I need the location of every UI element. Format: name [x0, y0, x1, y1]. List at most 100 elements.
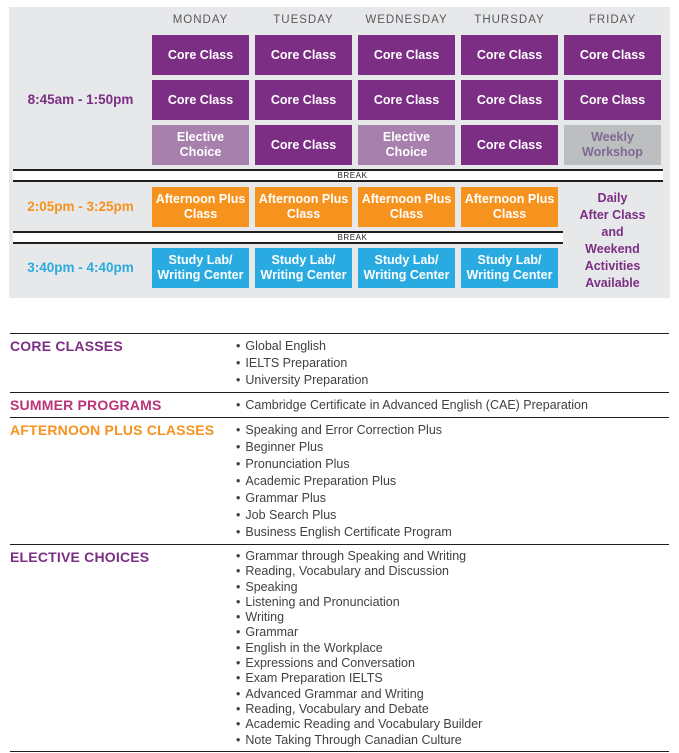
- legend-section-title: ELECTIVE CHOICES: [10, 549, 150, 565]
- legend-item-text: Beginner Plus: [245, 440, 324, 454]
- legend-item: • Reading, Vocabulary and Debate: [236, 702, 482, 717]
- schedule-row-morning-3: Elective Choice Core Class Elective Choice Co…: [152, 125, 661, 165]
- cell-label: Core Class: [167, 47, 234, 62]
- day-header-tuesday: TUESDAY: [273, 14, 334, 26]
- schedule-cell-core: Core Class: [255, 80, 352, 120]
- bullet-icon: •: [236, 640, 241, 655]
- bullet-icon: •: [236, 339, 241, 353]
- bullet-icon: •: [236, 625, 241, 640]
- day-header-monday: MONDAY: [172, 14, 229, 26]
- legend-item-text: Note Taking Through Canadian Culture: [245, 732, 462, 747]
- cell-label: Afternoon Plus: [258, 192, 349, 206]
- schedule-cell-elective: Elective Choice: [152, 125, 249, 165]
- schedule-cell-core: Core Class: [461, 125, 558, 165]
- legend-item: • Beginner Plus: [236, 439, 452, 456]
- legend-section-title: CORE CLASSES: [10, 338, 123, 354]
- legend-section-title: SUMMER PROGRAMS: [10, 397, 162, 413]
- legend-item: • Reading, Vocabulary and Discussion: [236, 564, 482, 579]
- legend-item-text: Grammar through Speaking and Writing: [245, 549, 467, 563]
- cell-label: Writing Center: [363, 268, 450, 282]
- bullet-icon: •: [236, 356, 241, 370]
- friday-note-line: After Class: [579, 208, 646, 222]
- legend-item: • Cambridge Certificate in Advanced Engli…: [236, 397, 588, 414]
- legend-item-list: • Grammar through Speaking and Writing • Re…: [236, 549, 482, 748]
- legend-item-text: Reading, Vocabulary and Debate: [245, 701, 429, 716]
- legend-item-list: • Speaking and Error Correction Plus • Begi…: [236, 422, 452, 541]
- cell-label: Writing Center: [466, 268, 553, 282]
- day-header-friday: FRIDAY: [588, 14, 637, 26]
- legend-item-text: Listening and Pronunciation: [245, 594, 400, 609]
- legend-item-text: Speaking and Error Correction Plus: [245, 423, 443, 437]
- schedule-cell-elective: Elective Choice: [358, 125, 455, 165]
- legend-item: • Business English Certificate Program: [236, 524, 452, 541]
- cell-label: Afternoon Plus: [155, 192, 246, 206]
- bullet-icon: •: [236, 423, 241, 437]
- bullet-icon: •: [236, 457, 241, 471]
- schedule-cell-core: Core Class: [255, 125, 352, 165]
- bullet-icon: •: [236, 398, 241, 412]
- cell-label: Core Class: [476, 137, 543, 152]
- cell-label: Weekly: [591, 130, 634, 144]
- legend-section-afternoon-plus-classes: AFTERNOON PLUS CLASSES • Speaking and Erro…: [10, 417, 669, 544]
- friday-note-line: Available: [585, 276, 640, 290]
- schedule-row-morning-2: Core Class Core Class Core Class Core Class…: [152, 80, 661, 120]
- cell-label: Writing Center: [157, 268, 244, 282]
- legend-item: • Pronunciation Plus: [236, 456, 452, 473]
- legend-item: • Writing: [236, 610, 482, 625]
- legend-item-text: English in the Workplace: [245, 640, 383, 655]
- legend-item-text: University Preparation: [245, 373, 369, 387]
- schedule-cell-study: Study Lab/Writing Center: [358, 248, 455, 288]
- bullet-icon: •: [236, 717, 241, 732]
- schedule-cell-study: Study Lab/Writing Center: [152, 248, 249, 288]
- legend-item: • Advanced Grammar and Writing: [236, 687, 482, 702]
- bullet-icon: •: [236, 474, 241, 488]
- cell-label: Writing Center: [260, 268, 347, 282]
- cell-label: Workshop: [582, 145, 643, 159]
- schedule-cell-study: Study Lab/Writing Center: [255, 248, 352, 288]
- bullet-icon: •: [236, 549, 241, 563]
- bullet-icon: •: [236, 440, 241, 454]
- bullet-icon: •: [236, 732, 241, 747]
- legend-item: • University Preparation: [236, 372, 368, 389]
- bullet-icon: •: [236, 610, 241, 625]
- time-label-afternoon: 2:05pm - 3:25pm: [27, 199, 134, 214]
- schedule-cell-core: Core Class: [461, 35, 558, 75]
- legend-item-text: Cambridge Certificate in Advanced Englis…: [245, 398, 588, 412]
- legend-item-text: IELTS Preparation: [245, 356, 348, 370]
- legend-item: • Note Taking Through Canadian Culture: [236, 733, 482, 748]
- bullet-icon: •: [236, 373, 241, 387]
- time-label-morning: 8:45am - 1:50pm: [27, 92, 134, 107]
- cell-label: Core Class: [167, 92, 234, 107]
- cell-label: Core Class: [579, 47, 646, 62]
- schedule-cell-core: Core Class: [461, 80, 558, 120]
- legend-item: • Grammar through Speaking and Writing: [236, 549, 482, 564]
- legend-item-text: Grammar Plus: [245, 491, 326, 505]
- schedule-cell-core: Core Class: [255, 35, 352, 75]
- cell-label: Afternoon Plus: [464, 192, 555, 206]
- schedule-cell-workshop: Weekly Workshop: [564, 125, 661, 165]
- legend-item-text: Academic Preparation Plus: [245, 474, 397, 488]
- legend-section-core-classes: CORE CLASSES • Global English • IELTS Prepar…: [10, 333, 669, 392]
- cell-label: Class: [389, 207, 424, 221]
- schedule-cell-afternoon: Afternoon Plus Class: [255, 187, 352, 227]
- schedule-row-evening: Study Lab/Writing Center Study Lab/Writin…: [152, 248, 558, 288]
- schedule-row-morning-1: Core Class Core Class Core Class Core Class…: [152, 35, 661, 75]
- bullet-icon: •: [236, 508, 241, 522]
- day-header-thursday: THURSDAY: [474, 14, 545, 26]
- legend-item: • English in the Workplace: [236, 641, 482, 656]
- break-band-1: BREAK: [13, 169, 663, 182]
- legend-item: • Academic Reading and Vocabulary Builder: [236, 717, 482, 732]
- legend-item: • Listening and Pronunciation: [236, 595, 482, 610]
- day-header-wednesday: WEDNESDAY: [365, 14, 448, 26]
- legend-item-text: Business English Certificate Program: [245, 525, 452, 539]
- cell-label: Core Class: [270, 137, 337, 152]
- cell-label: Choice: [179, 145, 222, 159]
- legend-section-elective-choices: ELECTIVE CHOICES • Grammar through Speakin…: [10, 544, 669, 752]
- schedule-cell-afternoon: Afternoon Plus Class: [152, 187, 249, 227]
- schedule-cell-core: Core Class: [564, 80, 661, 120]
- weekly-schedule-board: MONDAY TUESDAY WEDNESDAY THURSDAY FRIDAY Cor…: [9, 7, 670, 298]
- friday-note-line: Daily: [597, 191, 628, 205]
- cell-label: Study Lab/: [374, 253, 439, 267]
- break-band-2: BREAK: [13, 231, 563, 244]
- cell-label: Core Class: [373, 92, 440, 107]
